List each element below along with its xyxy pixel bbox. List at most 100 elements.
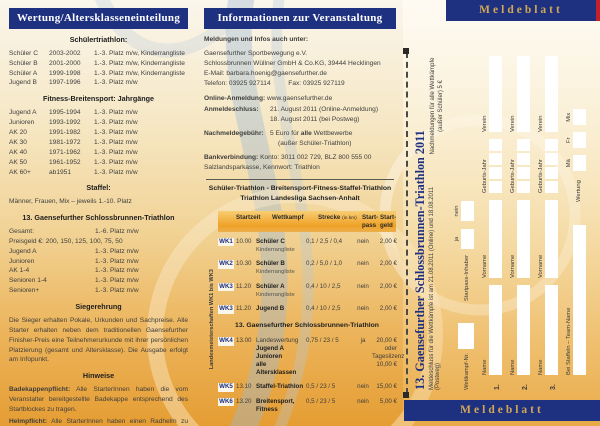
vorname-field[interactable] — [488, 200, 502, 278]
panel-wertung: Wertung/Altersklasseneinteilung Schülert… — [0, 0, 197, 426]
vorname-field[interactable] — [516, 200, 530, 278]
schueler-title: Schülertriathlon: — [69, 35, 128, 44]
age-class-row: AK 20 1991-1982 1.-3. Platz m/w — [9, 128, 138, 136]
wertung-maenner-label: Mä — [565, 159, 572, 168]
divider — [206, 178, 394, 180]
vorname-field[interactable] — [544, 200, 558, 278]
table-row: WK3 11.20 Schüler A Kinderrangliste 0,4 /… — [218, 282, 397, 298]
geburtsjahr-label: Geburts-Jahr — [481, 159, 488, 193]
age-class-row: AK 60+ ab1951 1.-3. Platz m/w — [9, 168, 138, 176]
team-name-field[interactable] — [572, 225, 586, 375]
geburtsjahr-field — [516, 139, 530, 193]
siegerehrung-text: Die Sieger erhalten Pokale, Urkunden und… — [9, 316, 188, 364]
age-class-row: Schüler A 1999-1998 1.-3. Platz m/w, Kinde… — [9, 69, 185, 77]
table-row: WK6 13.20 Breitensport, Fitness 0,5 / 23 … — [218, 397, 397, 413]
name-label: Name — [509, 359, 516, 375]
org-email: E-Mail: barbara.hoenig@gaensefurther.de — [204, 69, 327, 77]
team-name-label: Bei Staffeln – Team-Name — [565, 307, 572, 375]
name-label: Name — [537, 359, 544, 375]
vorname-label: Vorname — [481, 254, 488, 278]
cut-line — [406, 52, 408, 394]
result-row: Senioren 1-4 1.-3. Platz m/w — [9, 277, 139, 285]
verein-field[interactable] — [544, 56, 558, 132]
nein-label: nein — [453, 205, 460, 217]
table-section-title: 13. Gaensefurther Schlossbrunnen-Triathl… — [235, 321, 379, 329]
anmeldeschluss-block: Anmeldeschluss: 21. August 2011 (Online-… — [204, 106, 379, 124]
name-label: Name — [481, 359, 488, 375]
table-header: Startzeit Wettkampf Strecke (in km) Star… — [218, 211, 396, 232]
result-row: AK 1-4 1.-3. Platz m/w — [9, 267, 139, 275]
result-row: Junioren 1.-3. Platz m/w — [9, 257, 139, 265]
nachmeldegebuehr-block: Nachmeldegebühr: 5 Euro für alle Wettbew… — [204, 130, 353, 148]
vorname-label: Vorname — [537, 254, 544, 278]
hinweise-title: Hinweise — [82, 371, 115, 381]
deadline-online: 21. August 2011 (Online-Anmeldung) — [270, 106, 379, 114]
geburtsjahr-label: Geburts-Jahr — [509, 159, 516, 193]
startpass-ja-checkbox[interactable] — [460, 228, 474, 249]
org-name: Gaensefurther Sportbewegung e.V. — [204, 49, 308, 57]
startpass-label: Startpass-Inhaber — [463, 254, 470, 302]
wertung-frauen-label: Fr — [565, 137, 572, 143]
wertung-mix-label: Mix — [565, 112, 572, 122]
verein-label: Verein — [537, 115, 544, 132]
name-field[interactable] — [516, 285, 530, 375]
wertung-maenner-checkbox[interactable] — [572, 155, 586, 172]
form-deadline-note: Meldeschluss für die Wettkämpfe ist am 2… — [429, 186, 441, 390]
age-class-row: AK 30 1981-1972 1.-3. Platz m/w — [9, 138, 138, 146]
name-field[interactable] — [544, 285, 558, 375]
ja-label: ja — [453, 236, 460, 242]
org-company: Schlossbrunnen Wüllner GmbH & Co.KG, 394… — [204, 59, 381, 67]
bank-name: Salzlandsparkasse, Kennwort: Triathlon — [204, 163, 320, 171]
org-fax: Fax: 03925 927119 — [288, 79, 345, 87]
result-row: Preisgeld €: 200, 150, 125, 100, 75, 50 — [9, 237, 123, 245]
age-class-row: Jugend A 1995-1994 1.-3. Platz m/w — [9, 109, 138, 117]
series-title: Schüler-Triathlon - Breitensport-Fitness… — [208, 184, 392, 202]
wertung-header: Wertung/Altersklasseneinteilung — [9, 8, 188, 29]
red-edge-mark — [596, 0, 600, 21]
age-class-row: AK 40 1971-1962 1.-3. Platz m/w — [9, 148, 138, 156]
meldeblatt-bottom-bar: Meldeblatt — [404, 400, 600, 421]
deadline-post: 18. August 2011 (bei Postweg) — [270, 116, 360, 124]
info-title: Meldungen und Infos auch unter: — [204, 36, 309, 43]
wertung-label: Wertung — [575, 180, 582, 202]
staffel-text: Männer, Frauen, Mix – jeweils 1.-10. Pla… — [9, 198, 132, 206]
registration-url: www.gaensefurther.de — [267, 95, 333, 103]
table-row: WK1 10.00 Schüler C Kinderrangliste 0,1 /… — [218, 237, 397, 253]
name-field[interactable] — [488, 285, 502, 375]
org-phone: Telefon: 03925 927114 — [204, 79, 271, 87]
registration-form: 13. Gaensefurther Schlossbrunnen-Triathl… — [413, 50, 593, 390]
geburtsjahr-label: Geburts-Jahr — [537, 159, 544, 193]
address-block: Gaensefurther Sportbewegung e.V. Schloss… — [204, 49, 396, 89]
bank-account: Konto: 3011 002 729, BLZ 800 555 00 — [260, 153, 372, 161]
wertung-frauen-checkbox[interactable] — [572, 132, 586, 149]
info-header: Informationen zur Veranstaltung — [204, 8, 396, 29]
table-side-label: Landesmeisterschaften WK1 bis WK3 — [208, 269, 215, 370]
meldeblatt-top-bar: Meldeblatt — [446, 0, 596, 21]
verein-field[interactable] — [516, 56, 530, 132]
table-row: WK3 11.20 Jugend B 0,4 / 10 / 2,5 nein 2… — [218, 305, 397, 314]
athlete-row-3: 3. Name Vorname Geburts-Jahr Verein — [538, 50, 558, 390]
vorname-label: Vorname — [509, 254, 516, 278]
table-row: WK4 13.00 Landeswertung Jugend A Juniore… — [218, 337, 405, 377]
online-anmeldung-line: Online-Anmeldung: www.gaensefurther.de — [204, 95, 333, 103]
wertung-mix-checkbox[interactable] — [572, 109, 586, 126]
geburtsjahr-field — [544, 139, 558, 193]
triathlon-title: 13. Gaensefurther Schlossbrunnen-Triathl… — [22, 213, 175, 223]
verein-field[interactable] — [488, 56, 502, 132]
wettkampf-nr-field[interactable] — [457, 323, 474, 350]
result-row: Senioren+ 1.-3. Platz m/w — [9, 287, 139, 295]
geburtsjahr-field — [488, 139, 502, 193]
cut-mark — [403, 48, 409, 54]
cut-mark — [403, 392, 409, 398]
panel-informationen: Informationen zur Veranstaltung Meldunge… — [197, 0, 405, 426]
startpass-nein-checkbox[interactable] — [460, 200, 474, 221]
result-row: Gesamt: 1.-6. Platz m/w — [9, 227, 139, 235]
org-contact: Telefon: 03925 927114 Fax: 03925 927119 — [204, 79, 396, 89]
late-entry-note: Nachmeldungen für alle Wettkämpfe (außer… — [430, 57, 445, 155]
nachmelde-exception: (außer Schüler-Triathlon) — [278, 140, 352, 148]
age-class-row: Jugend B 1997-1996 1.-3. Platz m/w — [9, 79, 138, 87]
staffel-row: Bei Staffeln – Team-Name Wertung Mä Fr M… — [566, 50, 586, 390]
table-row: WK5 13.10 Staffel-Triathlon 0,5 / 23 / 5… — [218, 383, 397, 392]
hinweis-item: Helmpflicht: Alle StarterInnen haben ein… — [9, 417, 188, 425]
